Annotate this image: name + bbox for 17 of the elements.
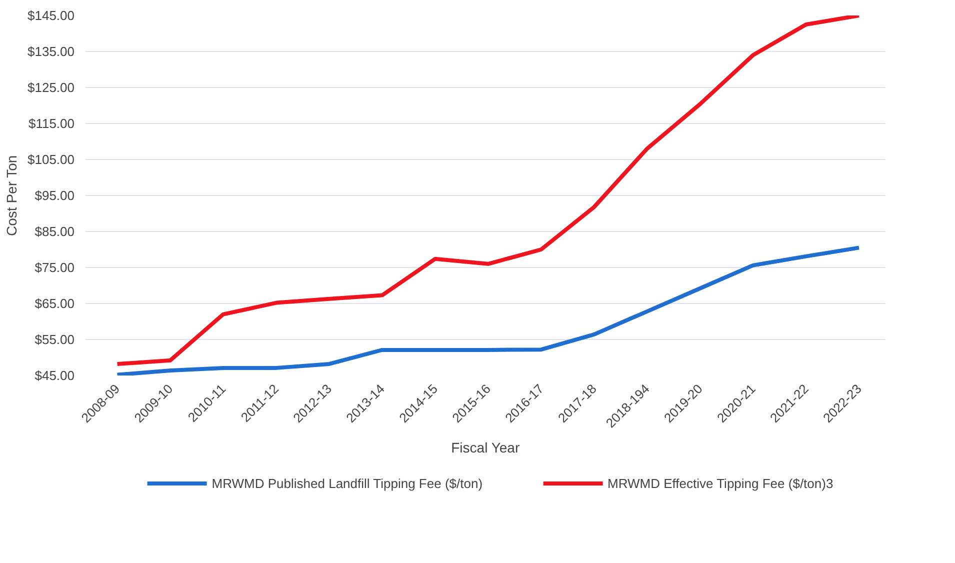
y-tick-label: $65.00 [34, 296, 75, 311]
line-series [115, 246, 862, 376]
y-tick-label: $115.00 [28, 116, 75, 131]
y-tick-label: $135.00 [28, 44, 75, 59]
x-axis-title: Fiscal Year [451, 440, 520, 456]
line-series [115, 16, 862, 366]
legend-label: MRWMD Effective Tipping Fee ($/ton)3 [608, 476, 834, 490]
y-tick-label: $125.00 [28, 80, 75, 95]
y-tick-label: $95.00 [34, 188, 75, 203]
y-tick-label: $75.00 [34, 260, 75, 275]
y-tick-label: $105.00 [28, 152, 75, 167]
y-tick-label: $55.00 [34, 332, 75, 347]
y-axis-title: Cost Per Ton [4, 155, 20, 236]
y-tick-label: $85.00 [34, 224, 75, 239]
y-tick-label: $45.00 [34, 368, 75, 383]
y-tick-label: $145.00 [28, 8, 75, 23]
legend-label: MRWMD Published Landfill Tipping Fee ($/ton) [212, 476, 483, 490]
